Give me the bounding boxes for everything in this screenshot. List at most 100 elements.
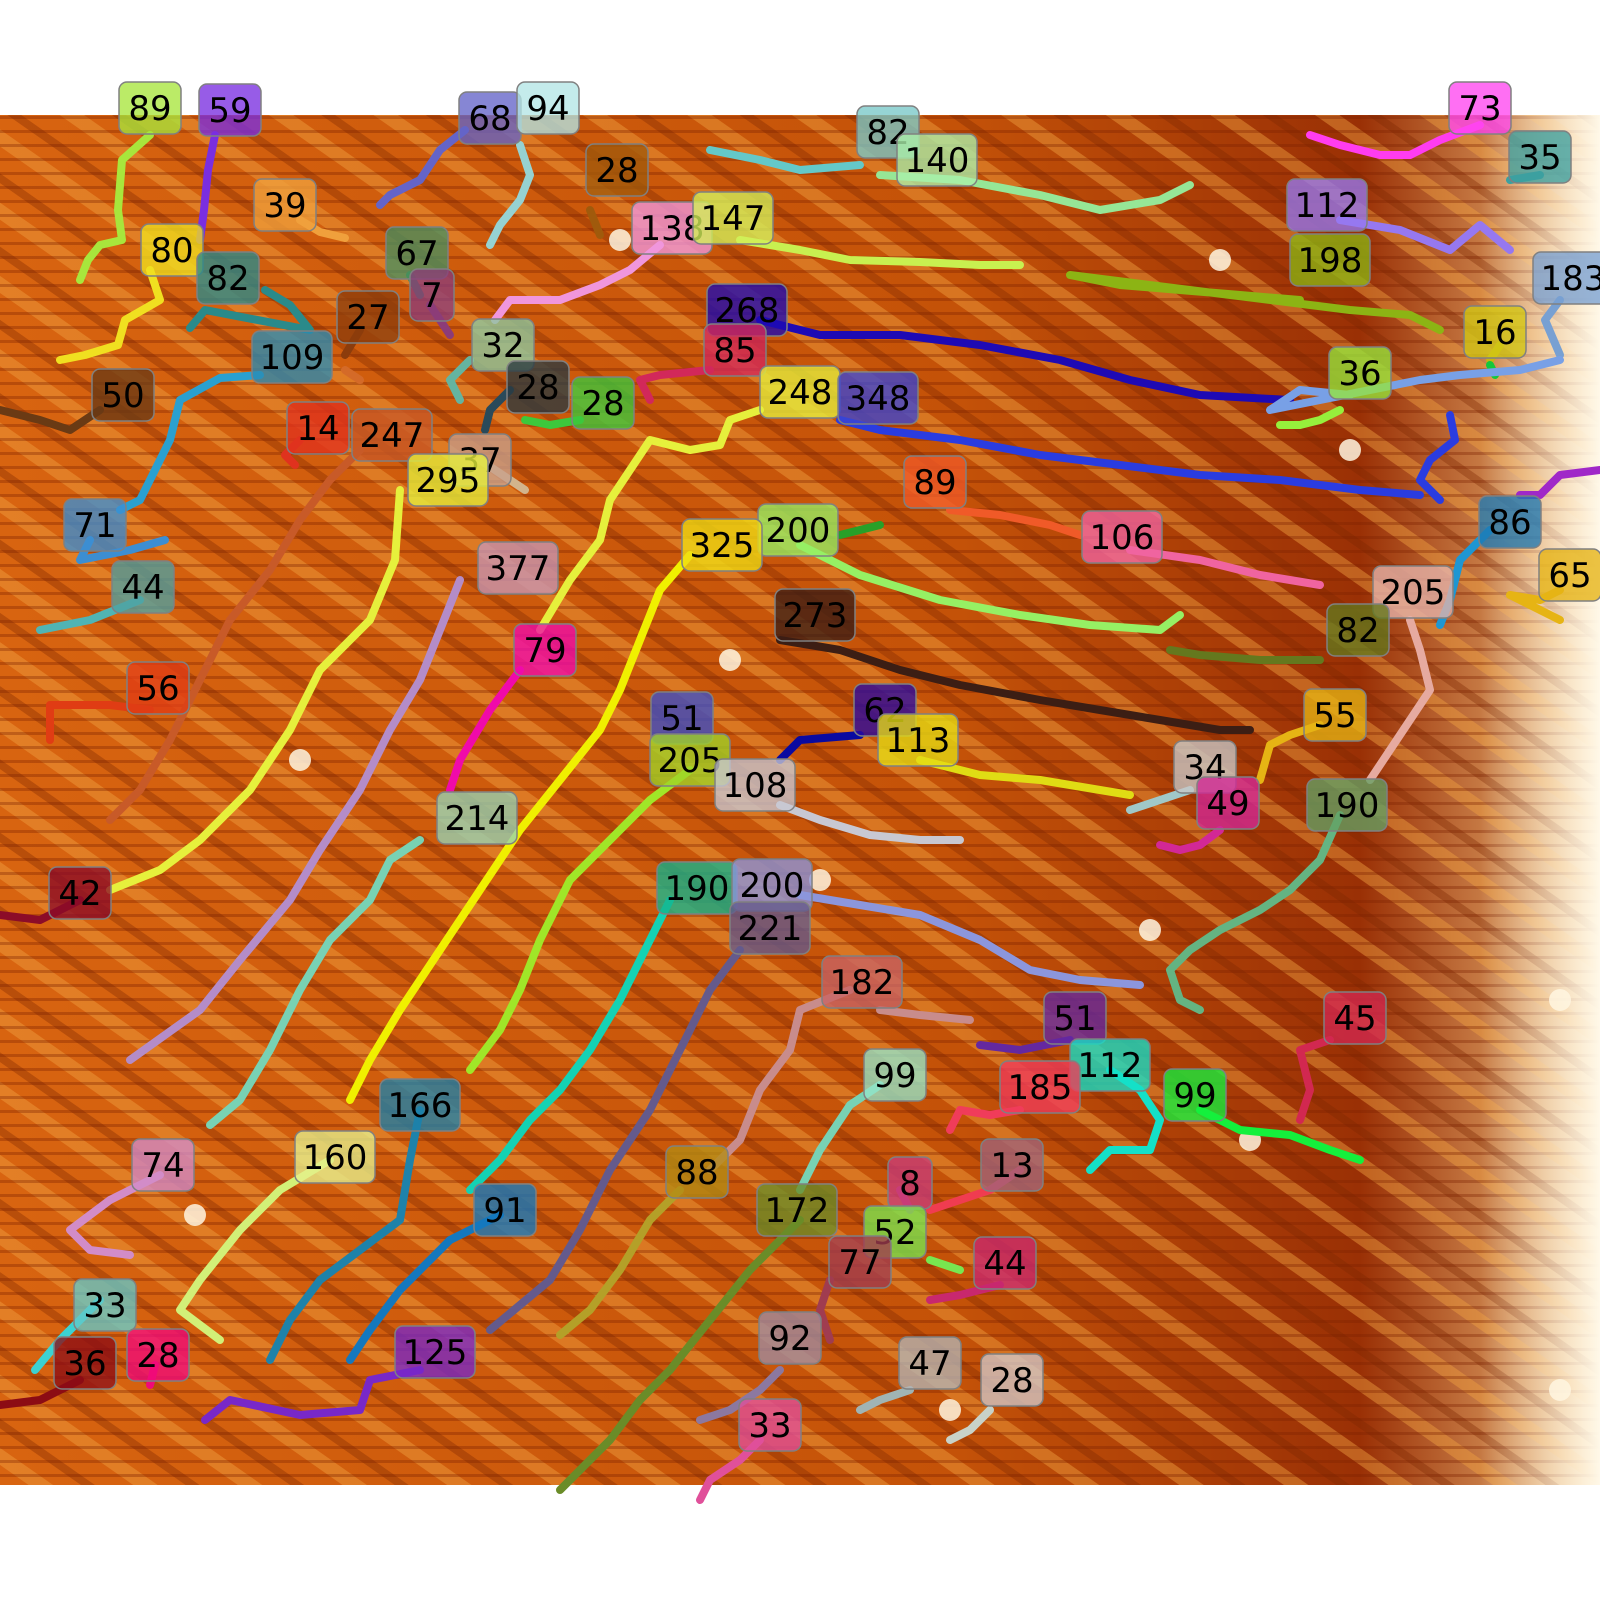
trace-label: 273: [774, 588, 856, 642]
trace-label-box: [379, 1078, 461, 1132]
trace-label-text: 8: [899, 1164, 921, 1204]
trace-label: 36: [53, 1336, 117, 1390]
trace-label-text: 13: [990, 1146, 1033, 1186]
trace-label: 32: [471, 318, 535, 372]
trace-label: 92: [758, 1311, 822, 1365]
trace-label-box: [48, 866, 112, 920]
trace-label-box: [898, 1336, 962, 1390]
trace-label-text: 68: [468, 99, 511, 139]
trace-label-text: 7: [421, 276, 443, 316]
filament-trace: [1166, 811, 1344, 1014]
bright-spot: [289, 749, 311, 771]
trace-label-text: 295: [416, 461, 481, 501]
filament-trace: [1266, 356, 1564, 414]
trace-label-text: 27: [346, 298, 389, 338]
trace-label-box: [1463, 305, 1527, 359]
trace-label-box: [571, 376, 635, 430]
trace-label-box: [729, 901, 811, 955]
trace-label: 77: [828, 1235, 892, 1289]
trace-label: 86: [1478, 495, 1542, 549]
trace-label: 68: [458, 91, 522, 145]
trace-label-box: [351, 408, 433, 462]
trace-label: 183: [1532, 251, 1600, 305]
filament-trace: [466, 896, 674, 1194]
trace-label-text: 28: [136, 1336, 179, 1376]
filament-trace: [1126, 546, 1324, 589]
trace-label-box: [1326, 603, 1390, 657]
trace-label-text: 28: [516, 368, 559, 408]
filament-trace: [556, 1186, 684, 1339]
trace-label-text: 183: [1541, 259, 1600, 299]
trace-label-text: 172: [765, 1191, 830, 1231]
trace-label-box: [506, 360, 570, 414]
trace-label-text: 59: [208, 91, 251, 131]
filament-trace: [536, 406, 764, 634]
filament-trace: [776, 731, 864, 764]
bright-spot: [184, 1204, 206, 1226]
trace-label-box: [973, 1236, 1037, 1290]
trace-label-text: 74: [141, 1146, 184, 1186]
trace-label-box: [131, 1138, 195, 1192]
trace-label-box: [126, 661, 190, 715]
trace-label-text: 108: [723, 766, 788, 806]
trace-label-box: [774, 588, 856, 642]
filament-trace: [1516, 466, 1600, 499]
trace-label-box: [473, 1183, 537, 1237]
trace-label-box: [837, 371, 919, 425]
filament-trace: [446, 356, 474, 404]
trace-label-text: 200: [740, 866, 805, 906]
trace-label-text: 190: [1315, 786, 1380, 826]
trace-label-text: 248: [768, 373, 833, 413]
filament-trace: [946, 506, 1084, 539]
trace-label: 27: [336, 290, 400, 344]
trace-label: 113: [877, 713, 959, 767]
trace-label-box: [53, 1336, 117, 1390]
trace-label-text: 67: [395, 234, 438, 274]
trace-label: 45: [1323, 991, 1387, 1045]
trace-label-box: [513, 623, 577, 677]
trace-label-text: 82: [206, 259, 249, 299]
trace-label-box: [703, 323, 767, 377]
trace-label-text: 140: [905, 141, 970, 181]
trace-label-text: 49: [1206, 784, 1249, 824]
filament-trace: [916, 756, 1134, 799]
filament-trace: [341, 366, 364, 384]
trace-label: 99: [1163, 1068, 1227, 1122]
trace-label-box: [980, 1138, 1044, 1192]
trace-label: 8: [887, 1156, 933, 1210]
trace-label-text: 348: [846, 379, 911, 419]
trace-label: 89: [118, 81, 182, 135]
trace-label: 348: [837, 371, 919, 425]
filament-trace: [706, 986, 854, 1174]
trace-label-text: 377: [486, 549, 551, 589]
trace-label-text: 91: [483, 1191, 526, 1231]
trace-label-box: [1508, 130, 1572, 184]
filament-trace: [346, 551, 694, 1104]
trace-label-box: [1478, 495, 1542, 549]
trace-label-box: [821, 955, 903, 1009]
trace-label-text: 33: [748, 1406, 791, 1446]
trace-label-text: 36: [63, 1344, 106, 1384]
trace-label-box: [758, 1311, 822, 1365]
trace-label-text: 205: [1381, 573, 1446, 613]
trace-label-text: 28: [595, 151, 638, 191]
trace-label: 28: [585, 143, 649, 197]
filament-trace: [816, 1276, 834, 1344]
trace-label-box: [294, 1130, 376, 1184]
trace-label-box: [896, 133, 978, 187]
trace-label-box: [196, 251, 260, 305]
bright-spot: [1139, 919, 1161, 941]
trace-label-box: [111, 560, 175, 614]
trace-label-box: [1323, 991, 1387, 1045]
trace-label-text: 99: [1173, 1076, 1216, 1116]
trace-label-box: [118, 81, 182, 135]
trace-label-box: [1538, 548, 1600, 602]
trace-label-box: [409, 268, 455, 322]
filament-trace: [876, 1006, 974, 1024]
trace-label-box: [1448, 81, 1512, 135]
trace-label: 112: [1069, 1038, 1151, 1092]
trace-label-text: 42: [58, 874, 101, 914]
trace-label: 247: [351, 408, 433, 462]
trace-label: 221: [729, 901, 811, 955]
